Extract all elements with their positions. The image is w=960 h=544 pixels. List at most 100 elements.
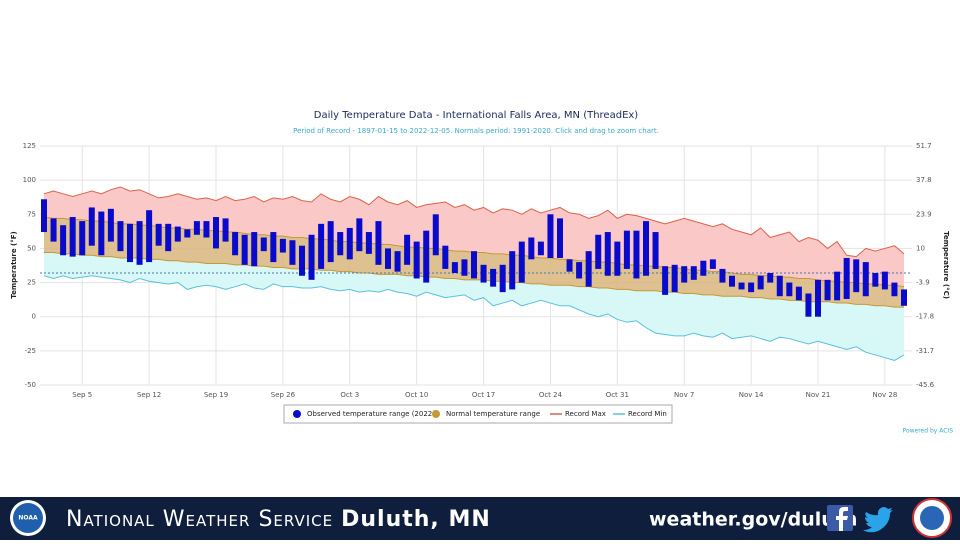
legend-item[interactable]: Observed temperature range (2022) (293, 410, 435, 418)
observed-bar (385, 248, 391, 269)
observed-bar (117, 221, 124, 252)
legend-item[interactable]: Normal temperature range (432, 410, 540, 418)
x-tick-label: Oct 3 (340, 391, 359, 399)
observed-bar (193, 221, 200, 235)
observed-bar (241, 234, 248, 265)
observed-bar (251, 232, 258, 267)
y-tick-label: -25 (25, 347, 36, 355)
observed-bar (623, 230, 630, 269)
observed-bar (652, 232, 659, 269)
observed-bar (41, 199, 47, 233)
legend-item[interactable]: Record Min (613, 410, 667, 418)
observed-bar (365, 232, 372, 254)
observed-bar (681, 266, 688, 283)
observed-bar (270, 232, 277, 263)
credits: Powered by ACIS (903, 428, 954, 435)
observed-bar (509, 251, 516, 290)
legend-symbol (293, 410, 301, 418)
observed-bar (136, 221, 143, 265)
y-tick-label: 100 (23, 176, 36, 184)
observed-bar (346, 227, 353, 260)
observed-bar (98, 211, 105, 256)
observed-bar (308, 234, 315, 280)
x-tick-label: Sep 26 (271, 391, 296, 399)
x-tick-label: Nov 21 (806, 391, 831, 399)
observed-bar (709, 259, 716, 269)
observed-bar (700, 260, 707, 276)
observed-bar (127, 223, 133, 263)
observed-bar (232, 232, 239, 256)
office: Duluth, MN (341, 507, 491, 532)
x-tick-label: Nov 28 (872, 391, 897, 399)
website[interactable]: weather.gov/duluth (649, 509, 857, 531)
y-axis-title: Temperature (°F) (10, 231, 18, 298)
y-tick-label: 75 (27, 210, 36, 218)
y2-tick-label: 10 (916, 244, 925, 252)
legend: Observed temperature range (2022) Normal … (283, 404, 673, 424)
x-tick-label: Sep 19 (204, 391, 228, 399)
agency: National Weather Service (66, 507, 333, 532)
observed-bar (585, 251, 592, 287)
observed-bar (451, 262, 458, 274)
y-tick-label: 125 (23, 142, 36, 150)
twitter-icon[interactable] (863, 507, 893, 533)
x-tick-label: Sep 5 (72, 391, 92, 399)
observed-bar (595, 234, 602, 269)
observed-bar (528, 237, 535, 260)
legend-label: Observed temperature range (2022) (307, 410, 435, 418)
observed-bar (815, 279, 821, 317)
x-tick-label: Oct 31 (606, 391, 629, 399)
observed-bar (786, 282, 793, 297)
observed-bar (184, 229, 191, 238)
observed-bar (289, 240, 296, 265)
observed-bar (88, 207, 95, 246)
observed-bar (69, 217, 76, 257)
observed-bar (60, 225, 67, 256)
legend-label: Normal temperature range (446, 410, 540, 418)
y2-axis-title: Temperature (°C) (942, 231, 950, 299)
observed-bar (260, 237, 267, 252)
observed-bar (557, 218, 563, 258)
agency-name: National Weather Service Duluth, MN (66, 507, 491, 532)
observed-bar (471, 251, 477, 279)
observed-bar (853, 259, 860, 293)
y2-tick-label: 23.9 (916, 210, 932, 218)
observed-bar (107, 208, 114, 242)
observed-bar (643, 221, 649, 276)
legend-item[interactable]: Record Max (550, 410, 606, 418)
observed-bar (891, 282, 898, 297)
observed-bar (279, 238, 286, 253)
observed-bar (767, 273, 774, 283)
y-tick-label: -50 (25, 381, 36, 389)
observed-bar (537, 241, 544, 256)
observed-bar (432, 214, 439, 256)
y2-tick-label: -45.6 (916, 381, 935, 389)
observed-bar (490, 268, 497, 287)
observed-bar (404, 234, 411, 265)
y2-tick-label: -3.9 (916, 279, 930, 287)
x-tick-label: Nov 14 (739, 391, 764, 399)
observed-bar (604, 232, 611, 276)
observed-bar (757, 275, 764, 290)
observed-bar (79, 221, 86, 256)
observed-bar (337, 232, 344, 256)
legend-symbol (432, 410, 440, 418)
observed-bar (881, 271, 888, 290)
observed-bar (843, 257, 850, 299)
observed-bar (174, 226, 181, 242)
observed-bar (394, 251, 401, 272)
y-tick-label: 0 (32, 313, 36, 321)
observed-bar (872, 273, 879, 287)
y-tick-label: 25 (27, 279, 36, 287)
observed-bar (327, 221, 334, 263)
observed-bar (776, 275, 783, 297)
record-min-line (43, 275, 905, 361)
observed-bar (222, 218, 229, 242)
noaa-logo-inner (13, 503, 43, 533)
y2-tick-label: 37.8 (916, 176, 932, 184)
observed-bar (805, 293, 812, 317)
observed-bar (729, 275, 735, 287)
observed-bar (719, 268, 726, 283)
observed-bar (633, 230, 640, 279)
x-tick-label: Nov 7 (674, 391, 694, 399)
